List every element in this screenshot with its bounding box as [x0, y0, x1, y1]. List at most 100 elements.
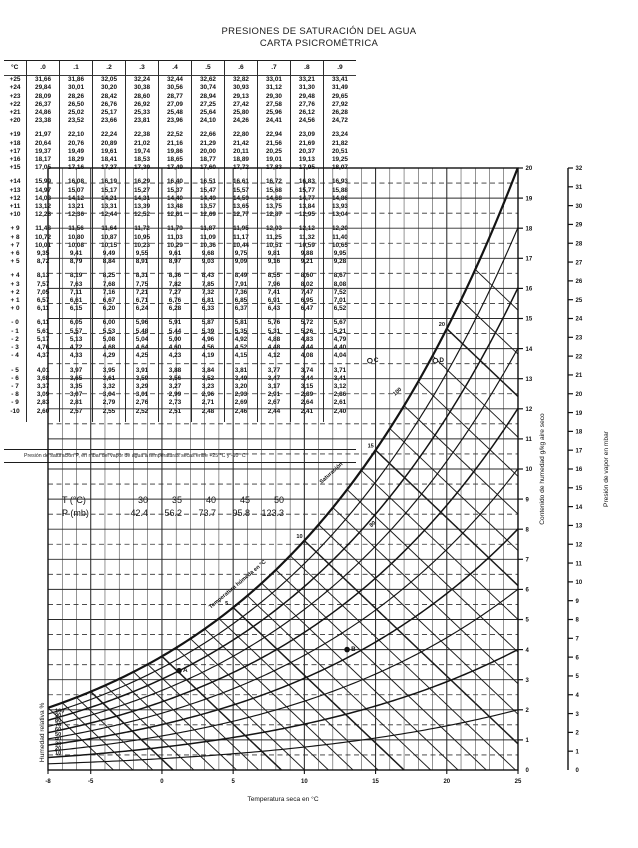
table-cell: 32,05 [92, 75, 126, 85]
table-cell: 28,26 [59, 92, 93, 101]
table-cell: 22,80 [223, 131, 258, 140]
table-cell: 10,51 [256, 241, 291, 251]
table-cell: 27,25 [190, 100, 225, 110]
table-cell: 5,48 [125, 327, 159, 336]
table-col-header-degC: °C [4, 59, 27, 76]
row-temperature: +24 [9, 84, 21, 92]
saturation-pressure-table: °C .0.1.2.3.4.5.6.7.8.9 +25 31,66 31,86 32,0… [4, 59, 356, 422]
table-row: +10 12,28 12,36 12,44 12,52 12,61 12,69 12,77 12… [4, 211, 356, 220]
table-cell: 26,50 [59, 100, 93, 110]
table-cell: 26,76 [92, 100, 126, 110]
table-cell: 19,01 [256, 156, 291, 165]
table-cell: 22,52 [158, 131, 192, 140]
table-cell: 3,71 [322, 366, 356, 375]
table-row: - 2 5,17 5,13 5,08 5,04 5,00 4,96 4,92 4,88 4,83 4… [4, 335, 356, 345]
table-cell: 13,57 [190, 203, 225, 212]
table-cell: 3,27 [158, 382, 192, 392]
table-cell: 9,81 [256, 250, 291, 259]
wetbulb-line [389, 428, 518, 552]
table-cell: 16,83 [289, 178, 324, 187]
table-cell: 6,00 [92, 319, 126, 328]
table-cell: 4,37 [26, 352, 60, 361]
rh-scale-label-70: 70 [55, 723, 61, 729]
table-cell: 3,09 [26, 391, 60, 400]
table-cell: 11,79 [158, 225, 192, 234]
table-cell: 13,84 [289, 203, 324, 212]
table-row: +16 18,17 18,29 18,41 18,53 18,65 18,77 18,89 19… [4, 156, 356, 165]
table-cell: 18,65 [158, 156, 192, 165]
table-cell: 16,29 [125, 178, 159, 187]
row-temperature: +11 [9, 203, 21, 211]
chart-point-A[interactable] [176, 667, 182, 674]
table-cell: 23,38 [26, 117, 60, 126]
tp-pressure-value: 42.4 [130, 508, 148, 518]
table-cell: 5,87 [190, 319, 225, 328]
table-cell: 31,86 [59, 75, 93, 85]
table-row: - 0 6,11 6,05 6,00 5,96 5,91 5,87 5,81 5,76 5,72 5… [4, 319, 356, 328]
table-cell: 5,81 [223, 319, 258, 328]
table-cell: 23,66 [92, 117, 126, 126]
table-header: °C .0.1.2.3.4.5.6.7.8.9 [4, 59, 356, 76]
table-cell: 2,96 [190, 391, 225, 400]
wetbulb-line [318, 524, 518, 715]
table-cell: 6,67 [92, 297, 126, 306]
table-cell: 21,16 [158, 139, 192, 148]
tp-grid: T (°C) 30 35 40 45 50 P (mb) 42.4 56.2 73.7 95.8 1… [62, 494, 284, 520]
table-cell: 26,37 [26, 100, 60, 110]
table-cell: 12,52 [125, 211, 159, 220]
table-cell: 26,92 [125, 100, 159, 110]
table-cell: 15,68 [256, 186, 291, 195]
humidity-axis-tick-label: 12 [526, 407, 533, 413]
row-temperature: + 3 [10, 280, 20, 288]
table-cell: 7,47 [289, 288, 324, 298]
table-cell: 29,48 [289, 92, 324, 101]
wetbulb-line [275, 569, 488, 770]
table-cell: 7,68 [92, 280, 126, 289]
table-cell: 6,71 [125, 297, 159, 306]
table-cell: 21,29 [190, 139, 225, 148]
vapour-axis-tick-label: 2 [576, 731, 580, 737]
table-cell: 14,03 [26, 194, 60, 204]
vapour-axis-tick-label: 10 [576, 580, 583, 586]
table-cell: 4,08 [289, 352, 324, 361]
table-row: +14 15,99 16,08 16,19 16,29 16,40 16,51 16,61 16… [4, 178, 356, 187]
row-temperature: +25 [4, 75, 27, 85]
table-cell: 26,28 [322, 109, 356, 118]
table-cell: 5,44 [158, 327, 192, 336]
table-cell: 20,89 [92, 139, 126, 148]
tp-temperature-value: 50 [273, 495, 284, 505]
table-cell: 2,48 [190, 407, 225, 416]
table-cell: 2,51 [158, 407, 192, 416]
table-cell: 7,32 [190, 288, 225, 298]
table-row: + 4 8,13 8,19 8,25 8,31 8,36 8,43 8,49 8,55 8,60 8… [4, 272, 356, 281]
table-cell: 3,23 [190, 382, 225, 392]
chart-point-B[interactable] [344, 646, 350, 653]
chart-point-D[interactable] [432, 357, 439, 364]
row-temperature: - 3 [11, 344, 19, 352]
row-temperature: +13 [9, 186, 21, 194]
wetbulb-line [161, 655, 283, 770]
table-cell: 5,76 [256, 319, 291, 328]
chart-point-C[interactable] [367, 357, 373, 364]
table-cell: 3,68 [26, 374, 60, 383]
table-row: +24 29,84 30,01 30,20 30,38 30,56 30,74 30,93 31… [4, 84, 356, 93]
table-row: +23 28,09 28,26 28,42 28,60 28,77 28,94 29,13 29… [4, 92, 356, 101]
table-cell: 4,12 [256, 352, 291, 361]
table-cell: 7,57 [26, 280, 60, 289]
table-cell: 16,19 [92, 178, 126, 187]
vapour-axis-tick-label: 24 [576, 317, 583, 323]
table-cell: 7,63 [59, 280, 93, 289]
vapour-axis-tick-label: 16 [576, 467, 583, 473]
humidity-axis-tick-label: 19 [526, 196, 533, 202]
row-temperature: - 9 [11, 399, 19, 407]
saturation-label-80: 80 [369, 520, 378, 529]
table-cell: 20,11 [223, 147, 258, 157]
table-cell: 13,65 [223, 203, 258, 212]
vapour-axis-tick-label: 27 [576, 260, 583, 266]
row-temperature: +22 [9, 100, 21, 108]
table-cell: 7,41 [256, 288, 291, 298]
table-cell: 21,97 [26, 131, 60, 140]
table-cell: 10,87 [92, 233, 126, 242]
table-cell: 5,35 [223, 327, 258, 336]
row-temperature: - 5 [11, 366, 19, 374]
